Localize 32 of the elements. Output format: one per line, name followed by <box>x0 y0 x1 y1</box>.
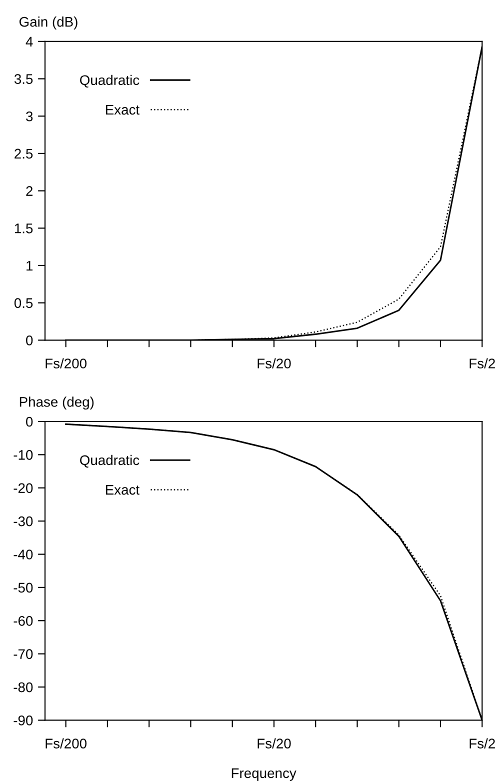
y-tick-label: -80 <box>14 682 33 692</box>
x-tick-label: Fs/2 <box>470 358 495 368</box>
y-tick-label: 4 <box>26 36 33 46</box>
y-tick-label: 0 <box>26 416 33 427</box>
x-tick-label: Fs/200 <box>46 358 87 368</box>
y-tick-label: 2.5 <box>14 148 33 159</box>
x-tick-label: Fs/20 <box>258 738 291 748</box>
y-tick-label: -70 <box>14 649 33 660</box>
y-axis-title: Phase (deg) <box>20 396 94 410</box>
y-tick-label: 2 <box>26 186 33 196</box>
x-axis-title: Frequency <box>232 768 296 781</box>
legend-label: Quadratic <box>80 454 140 468</box>
legend-label: Quadratic <box>80 74 140 88</box>
y-tick-label: 1 <box>26 260 33 271</box>
y-tick-label: 0.5 <box>14 298 33 308</box>
x-tick-label: Fs/200 <box>46 738 87 748</box>
y-tick-label: -40 <box>14 550 33 560</box>
y-tick-label: 0 <box>26 336 33 346</box>
y-tick-label: -60 <box>14 616 33 626</box>
y-tick-label: -30 <box>14 516 33 526</box>
y-tick-label: -10 <box>14 450 33 460</box>
legend-label: Exact <box>106 104 140 115</box>
y-tick-label: 1.5 <box>14 224 33 234</box>
y-axis-title: Gain (dB) <box>19 16 78 30</box>
y-tick-label: 3.5 <box>14 74 33 84</box>
x-tick-label: Fs/2 <box>470 738 495 748</box>
y-tick-label: -20 <box>14 483 33 494</box>
y-tick-label: -90 <box>14 716 33 726</box>
legend-label: Exact <box>106 485 140 495</box>
x-tick-label: Fs/20 <box>258 358 291 368</box>
y-tick-label: -50 <box>14 582 33 593</box>
y-tick-label: 3 <box>26 111 33 122</box>
